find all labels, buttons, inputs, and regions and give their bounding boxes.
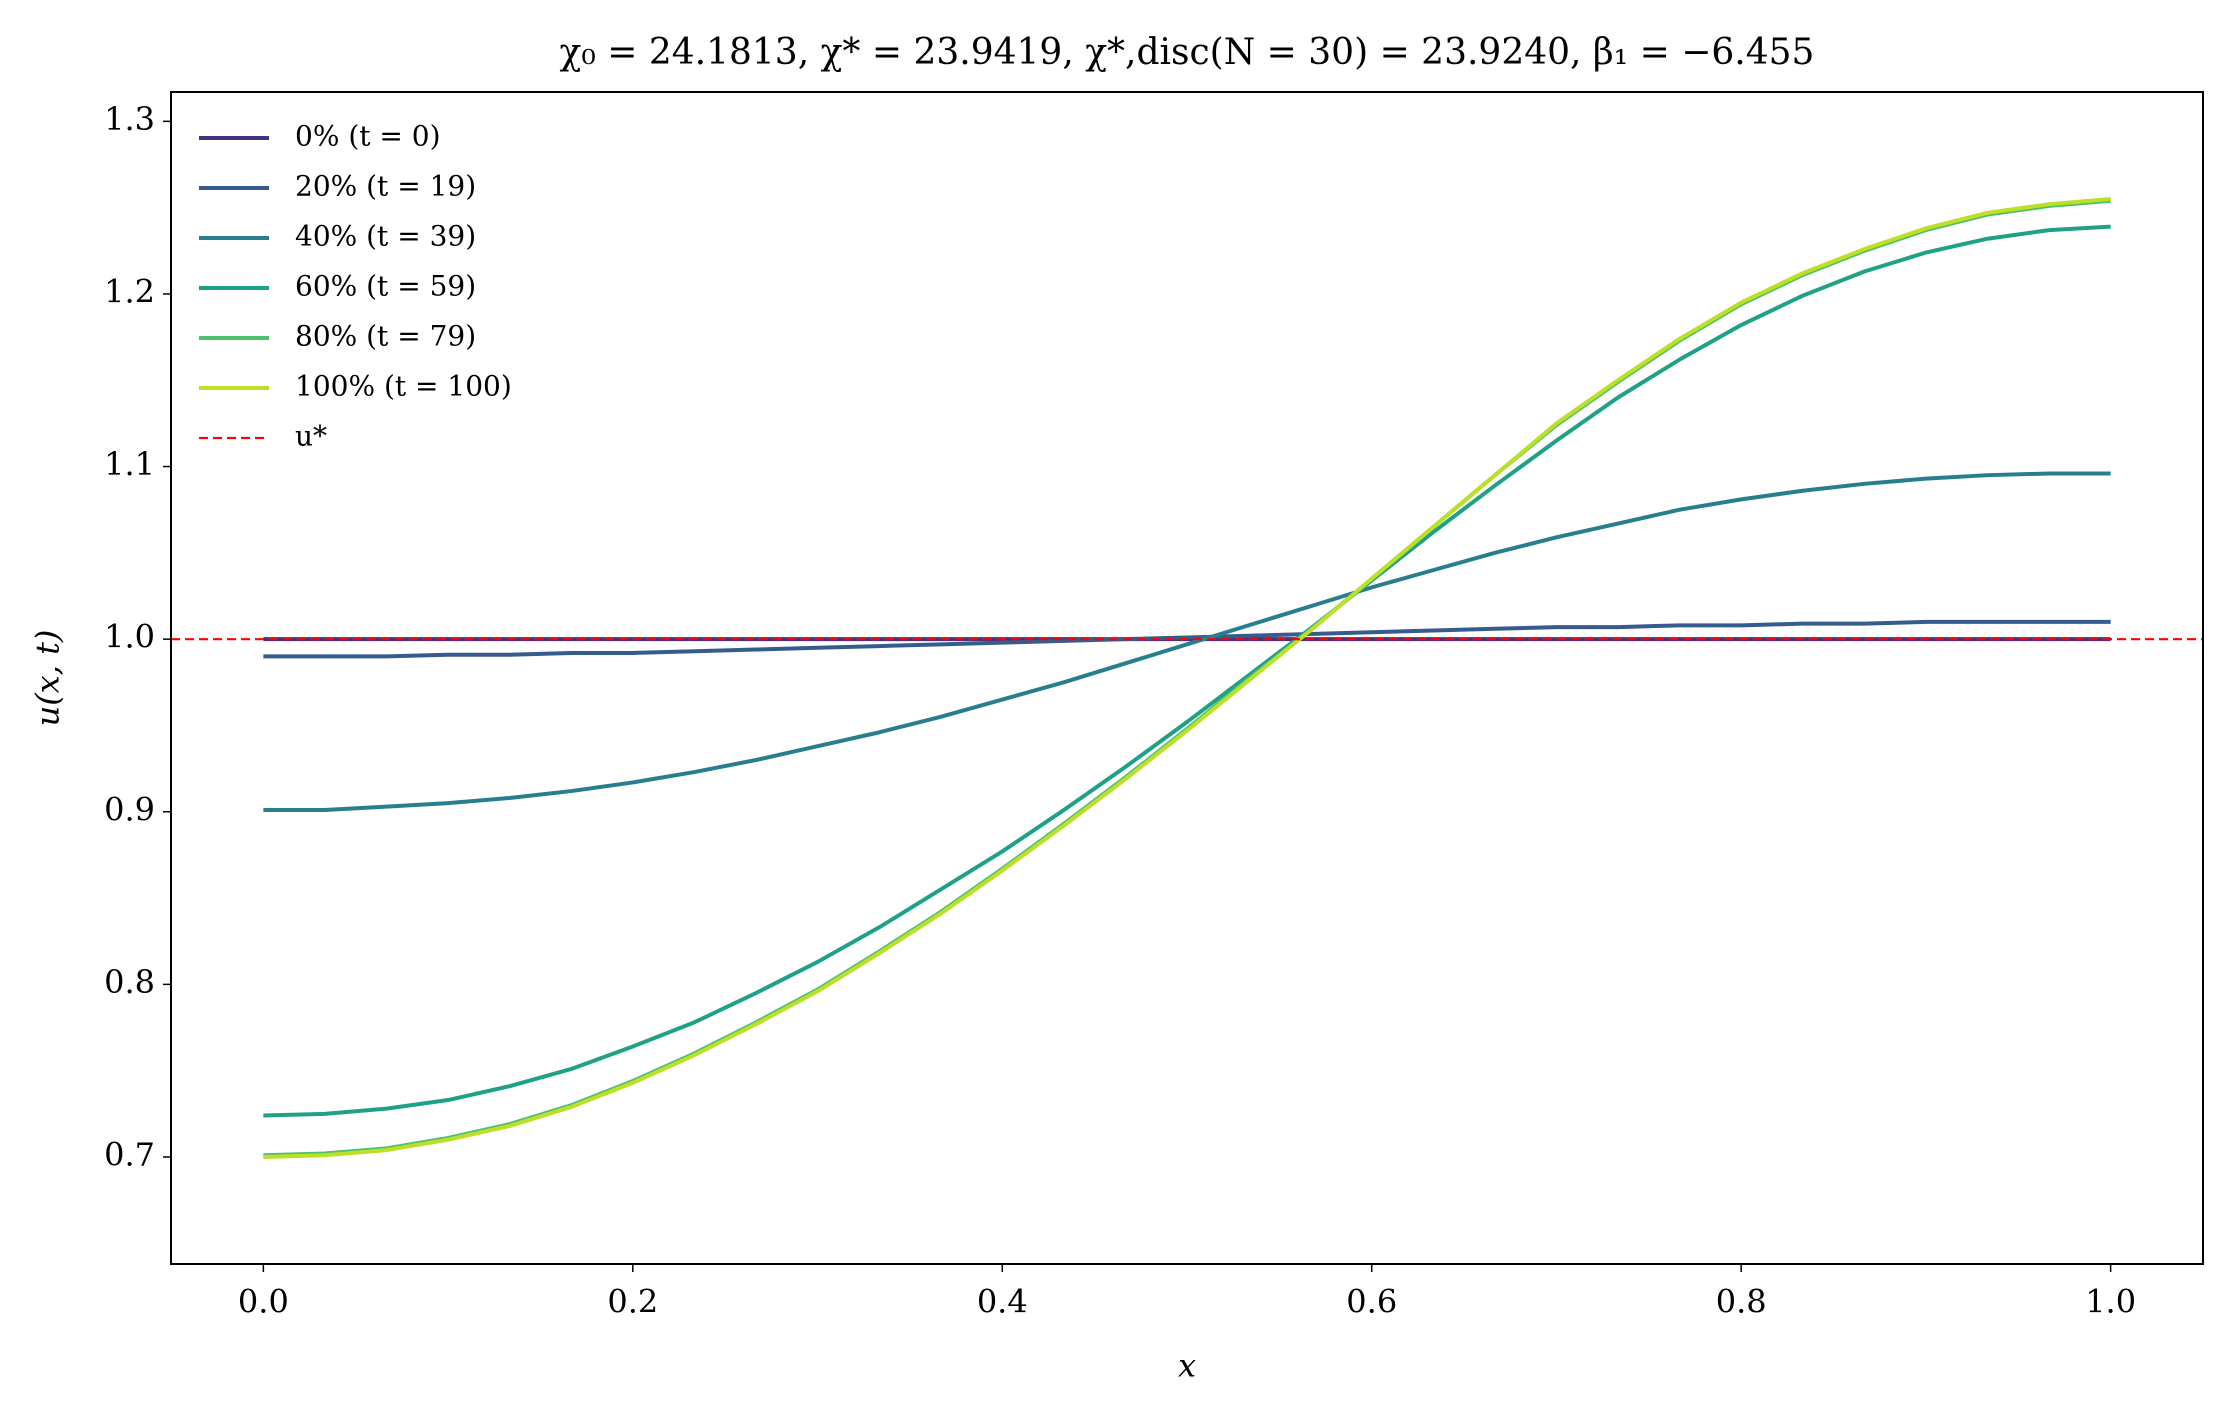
- y-tick-label: 1.1: [104, 445, 155, 483]
- legend-label: 80% (t = 79): [295, 320, 476, 353]
- x-tick-label: 0.2: [607, 1283, 658, 1321]
- y-tick-label: 0.7: [104, 1135, 155, 1173]
- x-tick-label: 0.6: [1346, 1283, 1397, 1321]
- y-tick-label: 1.0: [104, 618, 155, 656]
- x-tick-label: 0.0: [238, 1283, 289, 1321]
- chart-title: χ₀ = 24.1813, χ* = 23.9419, χ*,disc(N = …: [560, 32, 1815, 73]
- x-tick-label: 0.4: [977, 1283, 1028, 1321]
- legend-label: u*: [295, 420, 327, 453]
- y-tick-label: 0.8: [104, 963, 155, 1001]
- series-line: [263, 471, 2111, 813]
- x-tick-label: 0.8: [1716, 1283, 1767, 1321]
- legend-label: 60% (t = 59): [295, 270, 476, 303]
- plot-frame: [170, 91, 2204, 1265]
- y-tick-label: 0.9: [104, 790, 155, 828]
- series-line: [263, 619, 2111, 659]
- x-axis-label: x: [1178, 1347, 1196, 1385]
- legend-label: 20% (t = 19): [295, 170, 476, 203]
- y-axis-label: u(x, t): [29, 630, 67, 727]
- legend-label: 0% (t = 0): [295, 120, 441, 153]
- series-line: [263, 197, 2111, 1159]
- legend-label: 40% (t = 39): [295, 220, 476, 253]
- y-tick-label: 1.2: [104, 272, 155, 310]
- series-line: [263, 224, 2111, 1118]
- x-tick-label: 1.0: [2085, 1283, 2136, 1321]
- legend-label: 100% (t = 100): [295, 370, 512, 403]
- y-tick-label: 1.3: [104, 100, 155, 138]
